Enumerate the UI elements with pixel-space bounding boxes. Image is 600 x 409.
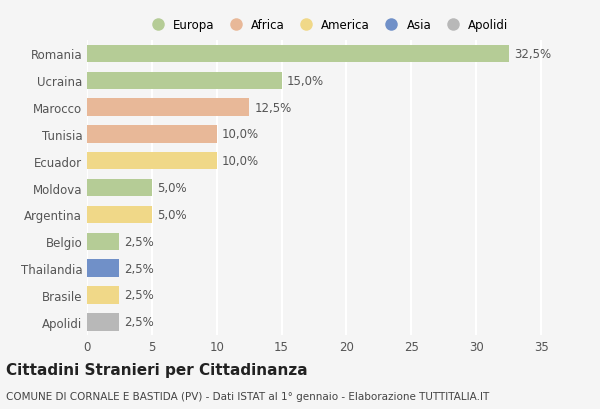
Bar: [87, 72, 281, 90]
Text: 5,0%: 5,0%: [157, 209, 187, 221]
Text: 15,0%: 15,0%: [287, 74, 324, 88]
Bar: [87, 180, 152, 197]
Text: 10,0%: 10,0%: [222, 128, 259, 141]
Text: COMUNE DI CORNALE E BASTIDA (PV) - Dati ISTAT al 1° gennaio - Elaborazione TUTTI: COMUNE DI CORNALE E BASTIDA (PV) - Dati …: [6, 391, 489, 400]
Bar: [87, 153, 217, 170]
Bar: [87, 313, 119, 331]
Text: 2,5%: 2,5%: [125, 235, 154, 248]
Bar: [87, 99, 249, 117]
Text: Cittadini Stranieri per Cittadinanza: Cittadini Stranieri per Cittadinanza: [6, 362, 308, 377]
Legend: Europa, Africa, America, Asia, Apolidi: Europa, Africa, America, Asia, Apolidi: [146, 19, 508, 32]
Bar: [87, 45, 509, 63]
Text: 2,5%: 2,5%: [125, 262, 154, 275]
Bar: [87, 206, 152, 224]
Text: 5,0%: 5,0%: [157, 182, 187, 195]
Bar: [87, 126, 217, 143]
Text: 2,5%: 2,5%: [125, 315, 154, 328]
Text: 10,0%: 10,0%: [222, 155, 259, 168]
Bar: [87, 287, 119, 304]
Bar: [87, 233, 119, 250]
Bar: [87, 260, 119, 277]
Text: 12,5%: 12,5%: [254, 101, 292, 114]
Text: 32,5%: 32,5%: [514, 48, 551, 61]
Text: 2,5%: 2,5%: [125, 289, 154, 302]
